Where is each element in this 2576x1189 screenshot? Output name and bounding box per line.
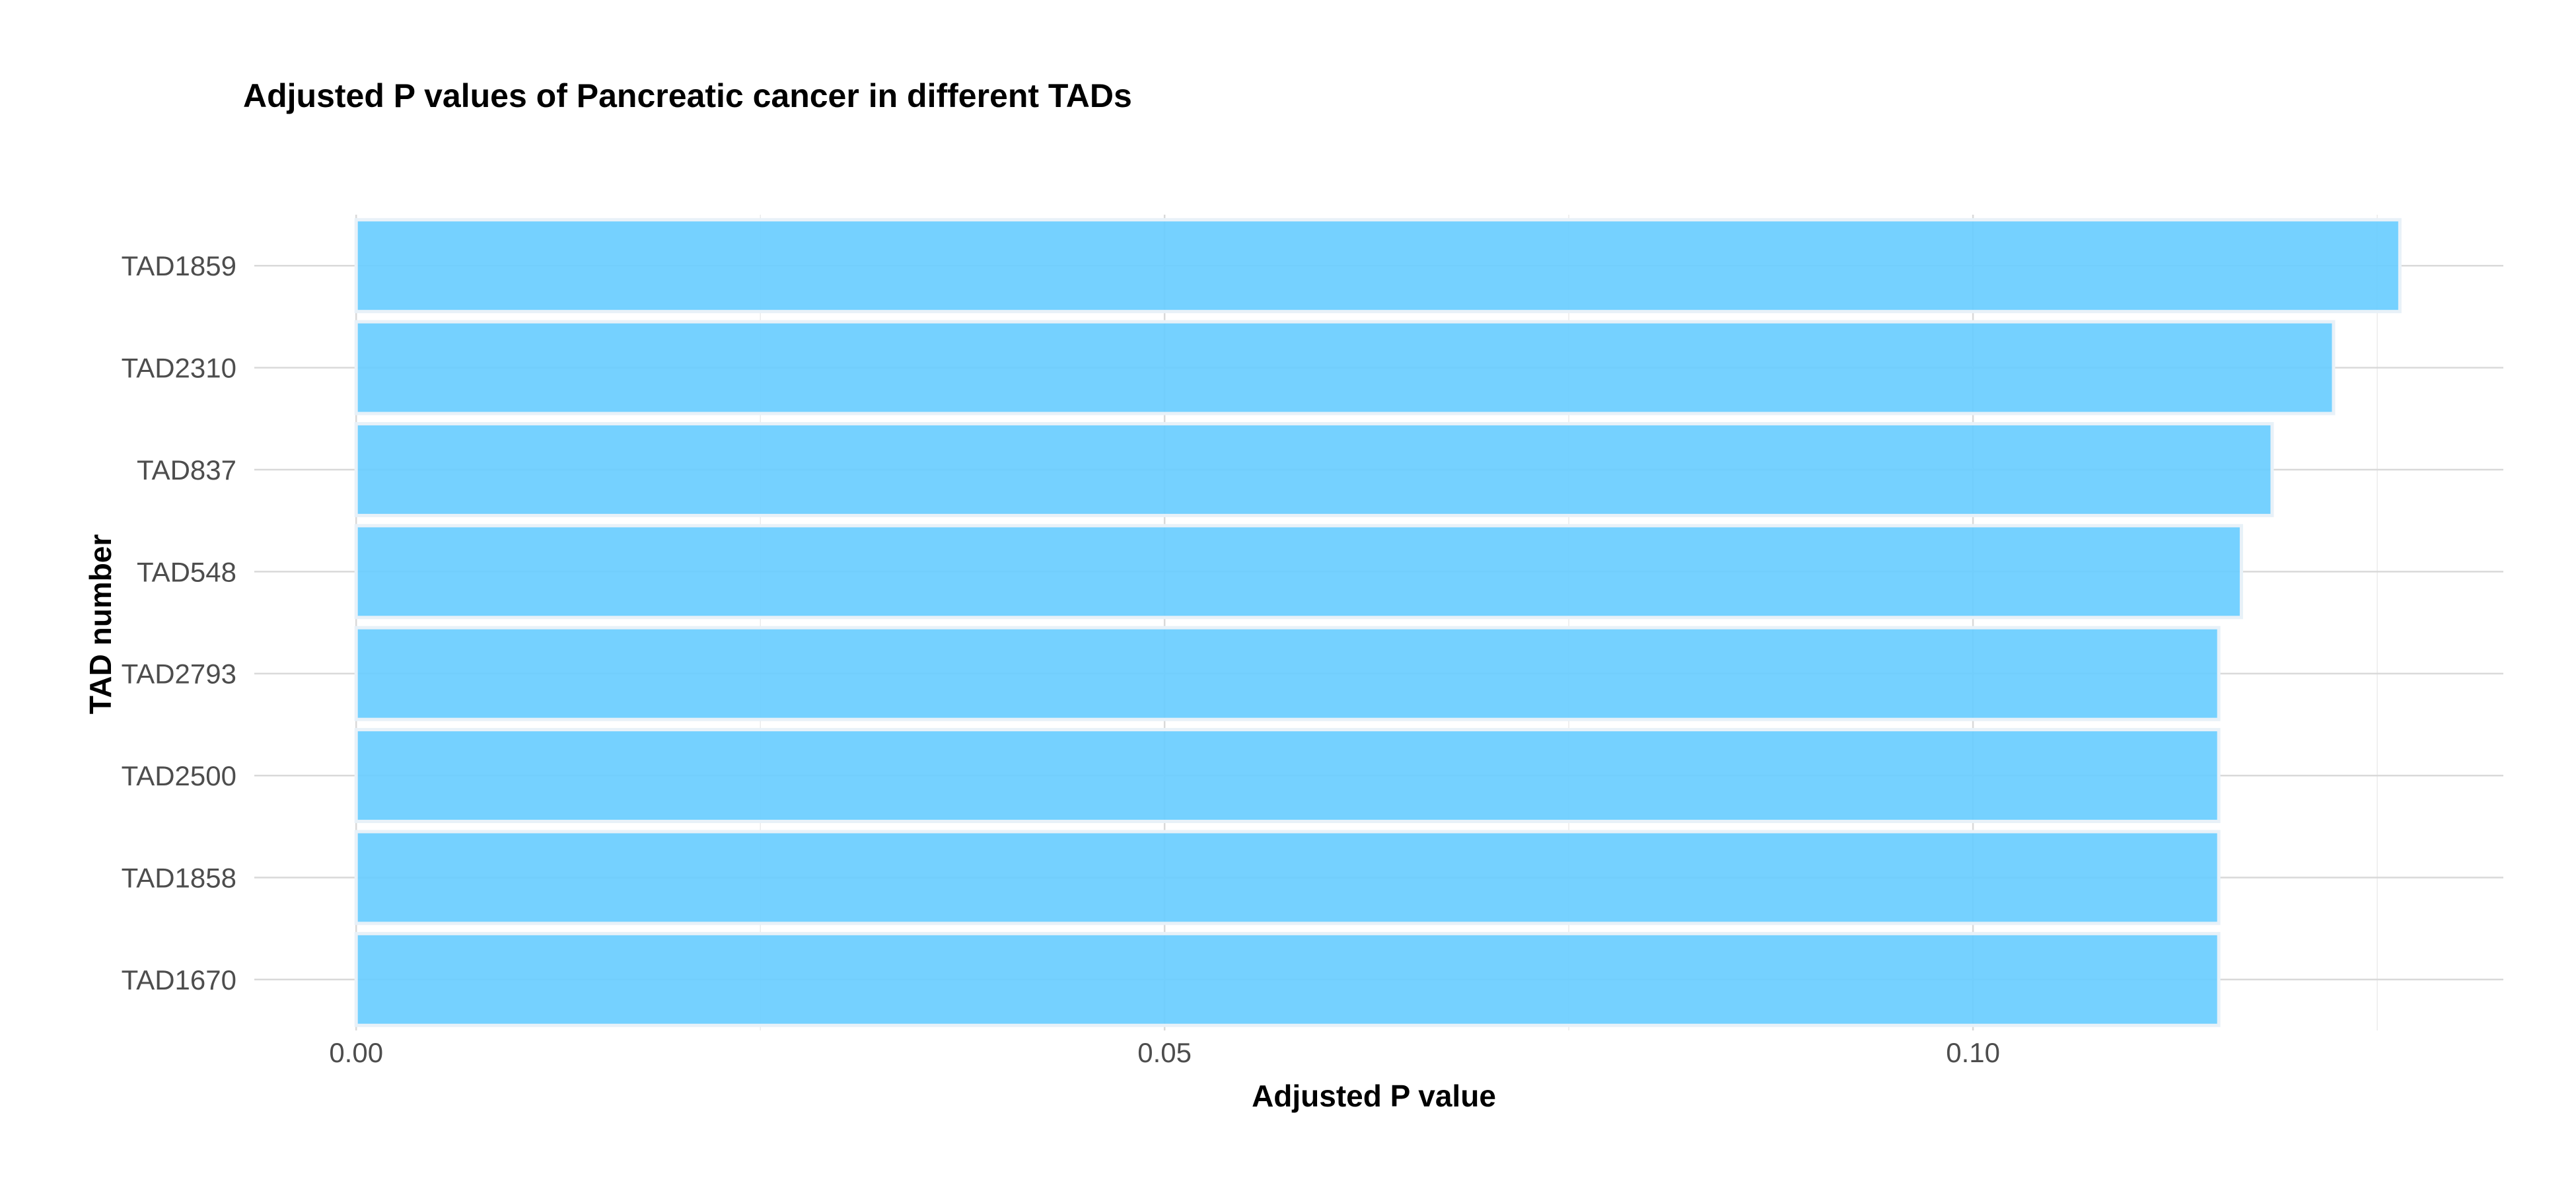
x-axis-title: Adjusted P value	[1252, 1079, 1496, 1113]
y-axis-title: TAD number	[83, 534, 118, 715]
y-tick-label: TAD837	[137, 454, 236, 486]
y-tick-label: TAD2500	[122, 760, 236, 791]
y-tick-layer: TAD1859 TAD2310 TAD837 TAD548 TAD2793 TAD2500…	[122, 250, 236, 995]
y-tick-label: TAD1670	[122, 964, 236, 995]
y-tick-label: TAD2793	[122, 659, 236, 690]
y-tick-label: TAD2310	[122, 353, 236, 384]
y-tick-label: TAD548	[137, 556, 236, 587]
bar-tad1858	[354, 830, 2221, 925]
x-tick-label: 0.05	[1137, 1037, 1192, 1068]
chart-title: Adjusted P values of Pancreatic cancer i…	[243, 77, 1132, 114]
bar-tad837	[354, 421, 2274, 517]
y-tick-label: TAD1859	[122, 250, 236, 281]
bar-tad1670	[354, 931, 2221, 1027]
bar-tad548	[354, 524, 2243, 620]
bar-layer	[354, 218, 2402, 1027]
bar-tad2793	[354, 626, 2221, 721]
bar-tad2310	[354, 320, 2336, 415]
y-tick-label: TAD1858	[122, 862, 236, 893]
bar-tad2500	[354, 728, 2221, 824]
x-tick-label: 0.00	[329, 1037, 383, 1068]
x-tick-layer: 0.00 0.05 0.10	[329, 1037, 2000, 1068]
x-tick-label: 0.10	[1946, 1037, 2000, 1068]
bar-tad1859	[354, 218, 2402, 314]
